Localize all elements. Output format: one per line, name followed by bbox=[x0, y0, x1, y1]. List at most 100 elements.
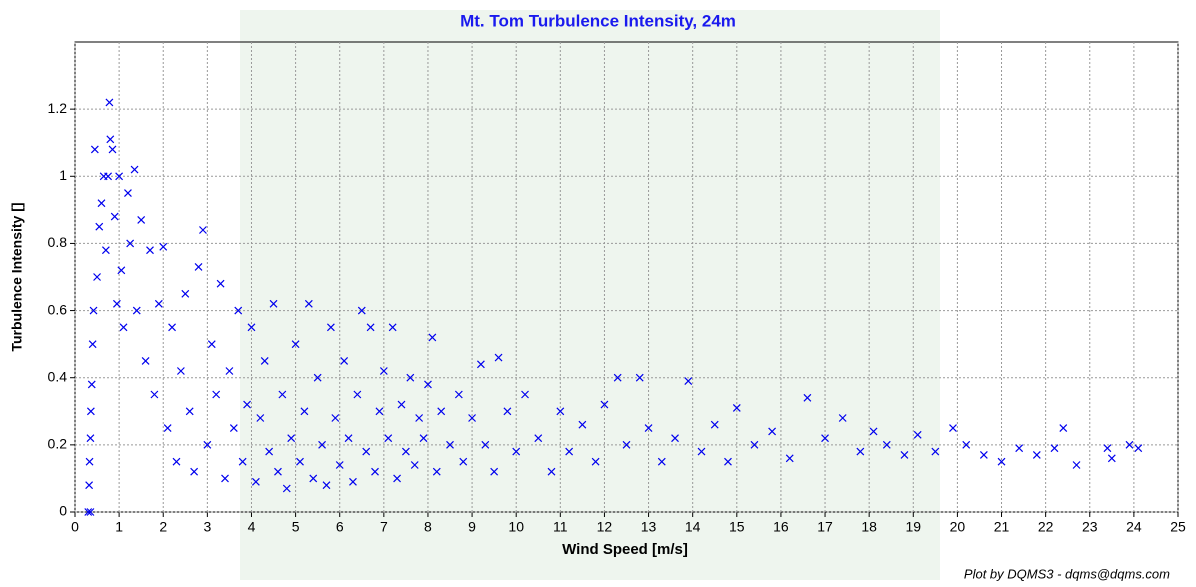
point bbox=[534, 434, 543, 443]
point bbox=[194, 263, 203, 271]
point bbox=[229, 424, 238, 432]
point bbox=[432, 467, 441, 476]
point bbox=[732, 404, 741, 412]
point bbox=[97, 199, 106, 208]
point bbox=[331, 414, 340, 422]
point bbox=[578, 420, 587, 429]
x-tick-label: 17 bbox=[817, 519, 833, 535]
point bbox=[137, 216, 146, 224]
x-tick-label: 16 bbox=[773, 519, 789, 535]
point bbox=[199, 226, 207, 234]
point bbox=[1059, 424, 1068, 432]
x-tick-label: 10 bbox=[508, 519, 524, 535]
point bbox=[269, 299, 278, 308]
point bbox=[101, 246, 110, 255]
point bbox=[212, 390, 221, 399]
point bbox=[1107, 454, 1116, 463]
point bbox=[410, 461, 419, 469]
point bbox=[882, 440, 891, 449]
y-tick-label: 0 bbox=[59, 503, 67, 519]
point bbox=[556, 407, 565, 416]
point bbox=[104, 172, 113, 181]
point bbox=[401, 447, 410, 456]
point bbox=[216, 279, 225, 288]
x-axis-label: Wind Speed [m/s] bbox=[562, 541, 688, 558]
point bbox=[85, 481, 94, 490]
point bbox=[366, 323, 375, 332]
point bbox=[168, 323, 176, 332]
point bbox=[322, 481, 331, 490]
plot-frame bbox=[74, 41, 1179, 513]
point bbox=[238, 457, 247, 466]
x-tick-label: 7 bbox=[380, 519, 388, 535]
point bbox=[644, 424, 653, 432]
point bbox=[1125, 440, 1134, 449]
point bbox=[481, 440, 490, 449]
point bbox=[185, 407, 194, 416]
point bbox=[335, 461, 344, 469]
point bbox=[146, 246, 154, 255]
point bbox=[671, 434, 679, 443]
point bbox=[159, 242, 168, 251]
point bbox=[296, 457, 304, 466]
point bbox=[710, 420, 719, 429]
chart-title: Mt. Tom Turbulence Intensity, 24m bbox=[460, 11, 736, 30]
point bbox=[112, 299, 121, 308]
point bbox=[84, 508, 93, 516]
point bbox=[163, 424, 172, 432]
point bbox=[437, 407, 446, 416]
point bbox=[326, 323, 335, 332]
point bbox=[476, 360, 485, 369]
x-tick-label: 11 bbox=[553, 519, 568, 535]
point bbox=[110, 212, 119, 221]
point bbox=[419, 434, 428, 443]
point bbox=[503, 407, 512, 416]
point bbox=[397, 400, 406, 409]
point bbox=[243, 400, 251, 409]
point bbox=[949, 424, 957, 432]
x-tick-label: 22 bbox=[1038, 519, 1054, 535]
point bbox=[913, 430, 922, 439]
x-tick-label: 9 bbox=[468, 519, 476, 535]
point bbox=[349, 477, 357, 486]
point bbox=[1050, 444, 1059, 453]
point bbox=[234, 306, 243, 315]
point bbox=[150, 390, 159, 399]
y-tick-label: 0.4 bbox=[48, 368, 68, 384]
point bbox=[105, 98, 114, 107]
point bbox=[278, 390, 287, 399]
point bbox=[86, 434, 95, 443]
point bbox=[379, 367, 388, 375]
point bbox=[282, 484, 291, 493]
point bbox=[931, 447, 940, 456]
point bbox=[106, 135, 115, 144]
point bbox=[962, 440, 971, 449]
point bbox=[260, 357, 269, 365]
point bbox=[256, 414, 265, 422]
point bbox=[108, 145, 117, 154]
x-tick-label: 6 bbox=[336, 519, 344, 535]
point bbox=[221, 474, 229, 483]
point bbox=[384, 434, 393, 443]
point bbox=[225, 367, 234, 375]
x-tick-label: 5 bbox=[292, 519, 300, 535]
y-axis-label: Turbulence Intensity [] bbox=[9, 202, 25, 351]
point bbox=[803, 393, 812, 402]
watermark bbox=[240, 10, 940, 580]
point bbox=[785, 454, 794, 463]
point bbox=[591, 457, 600, 466]
point bbox=[181, 289, 190, 298]
y-tick-label: 0.2 bbox=[48, 436, 68, 452]
point bbox=[393, 474, 402, 483]
point bbox=[89, 306, 98, 315]
point bbox=[85, 457, 94, 466]
point bbox=[117, 266, 126, 275]
point bbox=[635, 373, 644, 382]
point bbox=[565, 447, 574, 456]
point bbox=[251, 477, 260, 486]
x-tick-label: 2 bbox=[159, 519, 167, 535]
point bbox=[190, 467, 199, 476]
point bbox=[406, 373, 415, 382]
point bbox=[684, 377, 693, 385]
